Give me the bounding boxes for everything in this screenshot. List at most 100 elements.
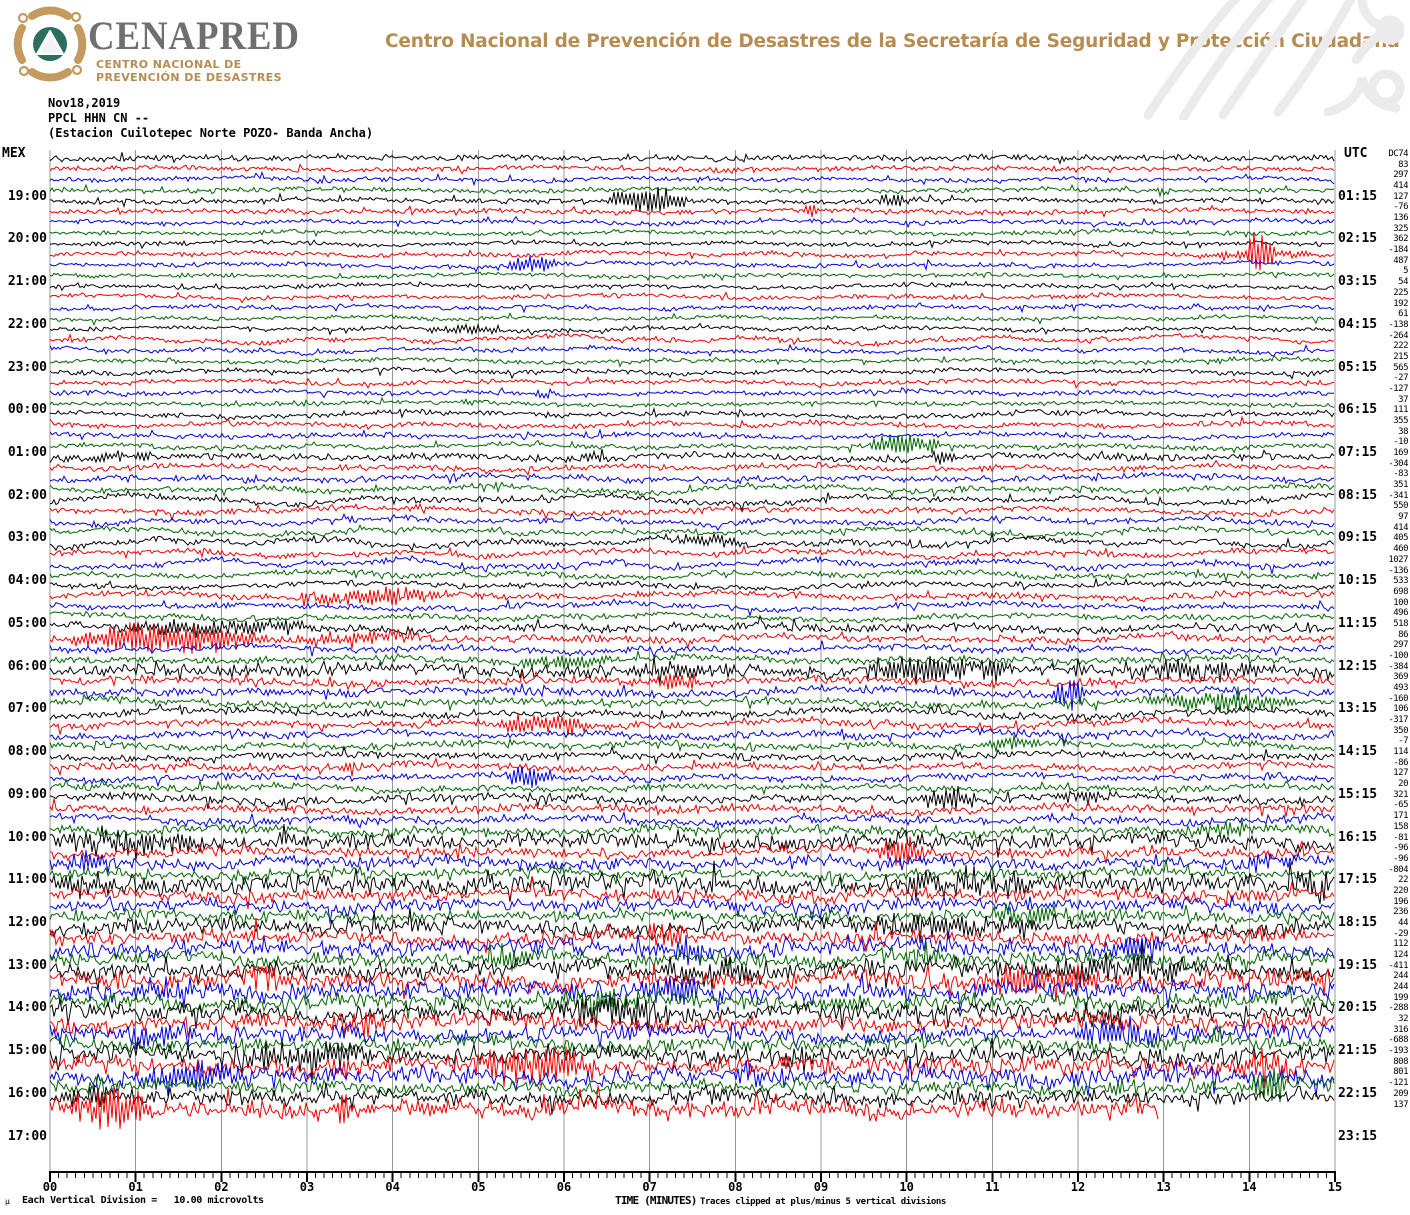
seismo-trace bbox=[49, 785, 1335, 812]
seismo-trace bbox=[49, 735, 1335, 753]
dc-value: -688 bbox=[1388, 1035, 1408, 1046]
dc-value: 5 bbox=[1403, 266, 1408, 277]
dc-value: 355 bbox=[1393, 416, 1408, 426]
seismo-trace bbox=[49, 187, 1335, 212]
seismo-trace bbox=[49, 215, 1335, 229]
dc-value: -65 bbox=[1393, 800, 1408, 811]
seismo-trace bbox=[49, 512, 1335, 531]
hour-label-right: 21:15 bbox=[1338, 1043, 1378, 1059]
station-date: Nov18,2019 bbox=[48, 96, 121, 110]
dc-value: -7 bbox=[1398, 736, 1408, 747]
dc-value: 321 bbox=[1393, 789, 1408, 800]
dc-value: -127 bbox=[1388, 383, 1408, 394]
hour-label-right: 11:15 bbox=[1338, 615, 1378, 631]
brand-subtitle-line2: PREVENCIÓN DE DESASTRES bbox=[96, 71, 282, 84]
dc-value: 222 bbox=[1393, 341, 1408, 352]
dc-value: 325 bbox=[1393, 223, 1408, 234]
dc-value: 460 bbox=[1393, 544, 1408, 555]
seismo-trace bbox=[49, 523, 1335, 540]
dc-value: 215 bbox=[1393, 351, 1408, 362]
decorative-pattern bbox=[1143, 0, 1405, 120]
seismo-trace bbox=[49, 502, 1335, 522]
seismo-trace bbox=[49, 332, 1335, 348]
seismo-trace bbox=[49, 204, 1335, 219]
x-tick-label: 04 bbox=[385, 1180, 400, 1194]
seismo-trace bbox=[49, 163, 1335, 175]
hour-label-right: 14:15 bbox=[1338, 744, 1378, 760]
hour-label-left: 10:00 bbox=[7, 829, 47, 845]
hour-label-right: 13:15 bbox=[1338, 701, 1378, 717]
hour-label-right: 23:15 bbox=[1338, 1128, 1378, 1144]
hour-label-left: 01:00 bbox=[7, 445, 47, 461]
seismo-trace bbox=[49, 907, 1335, 944]
dc-value: 297 bbox=[1393, 170, 1408, 181]
dc-value: 196 bbox=[1393, 896, 1408, 907]
hour-label-right: 19:15 bbox=[1338, 957, 1378, 973]
dc-value: 171 bbox=[1393, 811, 1408, 822]
scale-note: Each Vertical Division = 10.00 microvolt… bbox=[22, 1195, 264, 1206]
dc-value: 38 bbox=[1398, 426, 1408, 437]
seismo-trace bbox=[49, 1015, 1335, 1050]
dc-value: 1027 bbox=[1388, 554, 1408, 565]
dc-value: 698 bbox=[1393, 586, 1408, 597]
seismo-trace bbox=[49, 903, 1335, 929]
seismo-trace bbox=[49, 544, 1335, 560]
station-code: PPCL HHN CN -- bbox=[48, 111, 150, 125]
hour-label-right: 17:15 bbox=[1338, 872, 1378, 888]
dc-value: 32 bbox=[1398, 1014, 1408, 1025]
dc-value: -29 bbox=[1393, 928, 1408, 939]
seismo-trace bbox=[49, 744, 1335, 766]
seismo-trace bbox=[49, 396, 1335, 409]
x-tick-label: 00 bbox=[42, 1180, 58, 1194]
seismo-trace bbox=[49, 686, 1335, 713]
seismo-trace bbox=[49, 170, 1335, 187]
dc-value: -411 bbox=[1388, 960, 1408, 971]
dc-value: 106 bbox=[1393, 704, 1408, 715]
cenapred-logo bbox=[13, 6, 87, 82]
clipping-note: Traces clipped at plus/minus 5 vertical … bbox=[700, 1197, 946, 1207]
seismo-trace bbox=[49, 1046, 1335, 1089]
dc-value: 236 bbox=[1393, 907, 1408, 918]
seismo-trace bbox=[49, 876, 1335, 909]
seismo-trace bbox=[49, 824, 1335, 860]
seismo-trace bbox=[49, 375, 1335, 389]
seismo-trace bbox=[49, 963, 1335, 1002]
dc-value: 244 bbox=[1393, 971, 1408, 982]
dc-value: 136 bbox=[1393, 213, 1408, 224]
hour-label-right: 08:15 bbox=[1338, 487, 1378, 503]
dc-value: 112 bbox=[1393, 939, 1408, 950]
seismo-trace bbox=[49, 554, 1335, 574]
seismo-trace bbox=[49, 586, 1335, 607]
dc-value: -86 bbox=[1393, 757, 1408, 768]
dc-value: -160 bbox=[1388, 693, 1408, 704]
x-tick-label: 05 bbox=[471, 1180, 486, 1194]
dc-value: 350 bbox=[1393, 725, 1408, 736]
seismo-trace bbox=[49, 820, 1335, 840]
seismo-trace bbox=[49, 280, 1335, 292]
seismo-trace bbox=[49, 850, 1335, 874]
dc-value: -121 bbox=[1388, 1078, 1408, 1089]
dc-value: -138 bbox=[1388, 319, 1408, 330]
dc-value: -27 bbox=[1393, 373, 1408, 384]
hour-label-left: 15:00 bbox=[7, 1043, 47, 1059]
x-tick-label: 03 bbox=[299, 1180, 315, 1194]
hour-label-left: 12:00 bbox=[7, 914, 47, 930]
seismo-trace bbox=[49, 366, 1335, 380]
hour-label-right: 07:15 bbox=[1338, 445, 1378, 461]
x-tick-label: 08 bbox=[728, 1180, 743, 1194]
dc-value: 405 bbox=[1393, 533, 1408, 544]
hour-label-right: 06:15 bbox=[1338, 402, 1378, 418]
seismo-trace bbox=[49, 1067, 1335, 1103]
hour-label-left: 20:00 bbox=[7, 231, 47, 247]
seismo-trace bbox=[49, 354, 1335, 368]
dc-value: -384 bbox=[1388, 661, 1408, 672]
seismo-trace bbox=[49, 291, 1335, 304]
micro-symbol: μ bbox=[5, 1197, 10, 1206]
seismo-trace bbox=[49, 322, 1335, 336]
dc-value: 137 bbox=[1393, 1099, 1408, 1110]
dc-value: -136 bbox=[1388, 565, 1408, 576]
dc-value: 496 bbox=[1393, 608, 1408, 619]
seismo-trace bbox=[49, 387, 1335, 400]
dc-value: -76 bbox=[1393, 202, 1408, 213]
